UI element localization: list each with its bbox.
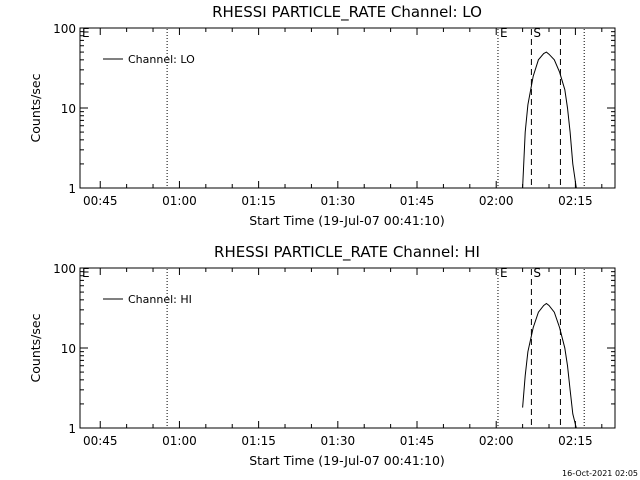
y-tick-label: 10 — [61, 102, 76, 116]
y-tick-label: 1 — [68, 182, 76, 196]
x-tick-label: 00:45 — [83, 434, 118, 448]
marker-label: E — [500, 26, 508, 40]
y-tick-label: 1 — [68, 422, 76, 436]
x-tick-label: 01:30 — [321, 194, 356, 208]
plot-frame — [79, 27, 616, 189]
x-tick-label: 02:00 — [479, 434, 514, 448]
marker-label: E — [82, 26, 90, 40]
marker-label: S — [533, 26, 541, 40]
series-layer — [522, 302, 577, 429]
marker-label: E — [500, 266, 508, 280]
series-line — [522, 302, 577, 429]
y-axis-label: Counts/sec — [28, 313, 43, 382]
series-line — [522, 51, 577, 189]
y-tick-label: 10 — [61, 342, 76, 356]
marker-label: S — [533, 266, 541, 280]
x-tick-label: 01:45 — [400, 434, 435, 448]
x-tick-label: 00:45 — [83, 194, 118, 208]
x-tick-label: 01:15 — [241, 194, 276, 208]
x-tick-label: 01:45 — [400, 194, 435, 208]
chart-panel-hi: RHESSI PARTICLE_RATE Channel: HI Start T… — [28, 243, 616, 468]
marker-label: E — [82, 266, 90, 280]
legend-label: Channel: LO — [128, 53, 195, 66]
chart-title: RHESSI PARTICLE_RATE Channel: LO — [212, 3, 482, 22]
plot-frame — [79, 267, 616, 429]
y-tick-label: 100 — [53, 22, 76, 36]
x-axis-label: Start Time (19-Jul-07 00:41:10) — [249, 453, 445, 468]
y-axis-label: Counts/sec — [28, 73, 43, 142]
chart-panel-lo: RHESSI PARTICLE_RATE Channel: LO Start T… — [28, 3, 616, 228]
x-tick-label: 02:00 — [479, 194, 514, 208]
x-tick-label: 01:00 — [162, 434, 197, 448]
legend-label: Channel: HI — [128, 293, 192, 306]
chart-title: RHESSI PARTICLE_RATE Channel: HI — [214, 243, 480, 262]
axis-ticks: 00:45 01:00 01:15 01:30 01:45 02:00 02:15 1 10 10… — [53, 262, 615, 448]
x-axis-label: Start Time (19-Jul-07 00:41:10) — [249, 213, 445, 228]
x-tick-label: 02:15 — [558, 194, 593, 208]
x-tick-label: 01:15 — [241, 434, 276, 448]
x-tick-label: 01:30 — [321, 434, 356, 448]
axis-ticks: 00:45 01:00 01:15 01:30 01:45 02:00 02:15 1 10 10… — [53, 22, 615, 208]
generation-timestamp: 16-Oct-2021 02:05 — [562, 469, 638, 478]
y-tick-label: 100 — [53, 262, 76, 276]
series-layer — [522, 51, 577, 189]
x-tick-label: 01:00 — [162, 194, 197, 208]
x-tick-label: 02:15 — [558, 434, 593, 448]
